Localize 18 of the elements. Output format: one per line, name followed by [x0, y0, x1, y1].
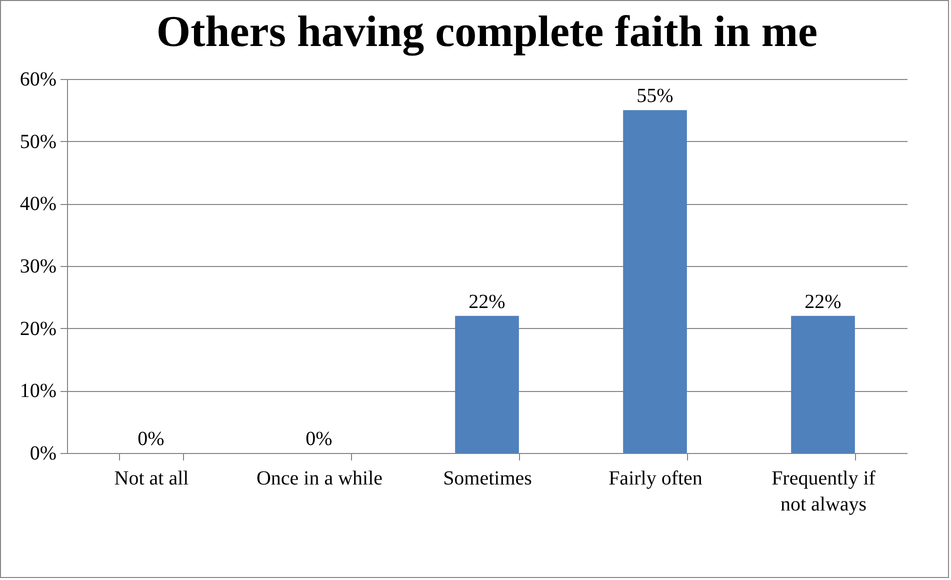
data-label: 22% [804, 290, 842, 313]
x-tick-label: Sometimes [443, 468, 532, 490]
data-label: 0% [306, 428, 332, 450]
data-label: 22% [468, 290, 506, 313]
y-tick-label: 60% [20, 68, 56, 90]
y-tick-label: 20% [20, 318, 56, 340]
y-tick-label: 10% [20, 380, 56, 402]
x-tick-label: Fairly often [608, 468, 702, 490]
y-tick-label: 30% [20, 256, 56, 278]
y-tick-label: 0% [30, 442, 56, 464]
y-tick-label: 40% [20, 193, 56, 216]
x-tick-label: Frequently if not always [772, 468, 876, 516]
y-tick-label: 50% [20, 130, 56, 153]
data-label: 55% [636, 85, 674, 108]
chart-title: Others having complete faith in me [156, 7, 818, 56]
data-label: 0% [138, 428, 164, 450]
x-tick-label: Once in a while [256, 468, 383, 490]
x-tick-label: Not at all [114, 468, 190, 490]
